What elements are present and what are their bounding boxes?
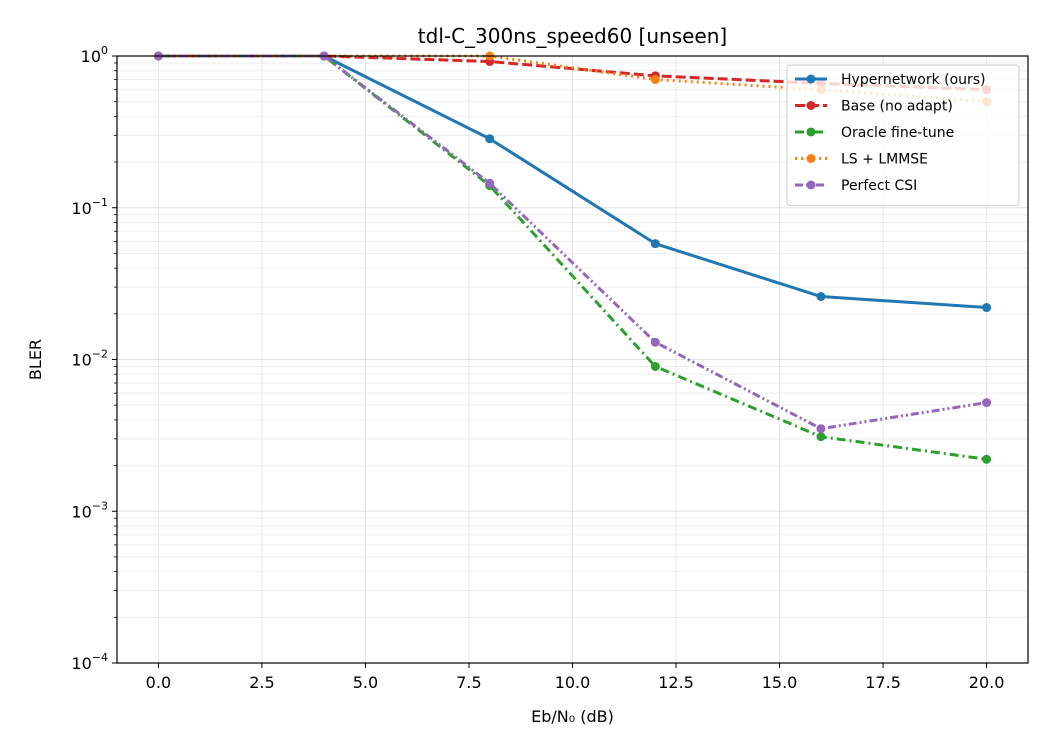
legend-label: Base (no adapt) (841, 99, 953, 115)
y-tick-label: 10−3 (71, 499, 108, 521)
data-point (816, 292, 826, 302)
data-point (982, 454, 992, 464)
legend-item: Oracle fine-tune (795, 125, 954, 141)
legend-item: LS + LMMSE (795, 152, 928, 168)
x-tick-label: 0.0 (146, 673, 171, 692)
legend-marker (806, 127, 816, 137)
legend-label: Oracle fine-tune (841, 125, 954, 141)
y-axis-label: BLER (26, 339, 45, 380)
legend: Hypernetwork (ours) Base (no adapt) Oracle… (786, 64, 1020, 206)
data-point (650, 239, 660, 249)
x-tick-label: 17.5 (865, 673, 901, 692)
x-tick-label: 5.0 (353, 673, 378, 692)
chart-title: tdl-C_300ns_speed60 [unseen] (418, 24, 727, 48)
x-tick-label: 12.5 (658, 673, 694, 692)
ticks: 0.0 2.5 5.0 7.5 10.0 12.5 15.0 17.5 20.0 10−4 10−3… (71, 44, 1004, 692)
data-point (982, 398, 992, 408)
data-point (650, 75, 660, 85)
legend-label: Hypernetwork (ours) (841, 72, 986, 88)
x-tick-label: 10.0 (555, 673, 591, 692)
data-point (816, 424, 826, 434)
data-point (650, 337, 660, 347)
data-point (816, 432, 826, 442)
x-tick-label: 2.5 (249, 673, 274, 692)
y-tick-label: 10−4 (71, 651, 108, 673)
legend-label: Perfect CSI (841, 178, 917, 194)
legend-marker (806, 74, 816, 84)
data-point (485, 178, 495, 188)
x-tick-label: 7.5 (456, 673, 481, 692)
legend-marker (806, 101, 816, 110)
legend-box (786, 64, 1020, 206)
y-tick-label: 10−2 (71, 348, 108, 370)
legend-marker (806, 180, 816, 190)
legend-marker (806, 154, 816, 163)
legend-item: Perfect CSI (795, 178, 917, 194)
x-axis-label: Eb/N₀ (dB) (531, 707, 614, 726)
data-point (982, 303, 992, 313)
legend-item: Base (no adapt) (795, 99, 953, 115)
x-tick-label: 15.0 (762, 673, 798, 692)
data-point (485, 134, 495, 144)
y-tick-label: 10−1 (71, 196, 108, 218)
y-tick-label: 100 (81, 44, 108, 66)
data-point (650, 361, 660, 371)
legend-item: Hypernetwork (ours) (795, 72, 986, 88)
legend-label: LS + LMMSE (841, 152, 928, 168)
x-tick-label: 20.0 (969, 673, 1005, 692)
